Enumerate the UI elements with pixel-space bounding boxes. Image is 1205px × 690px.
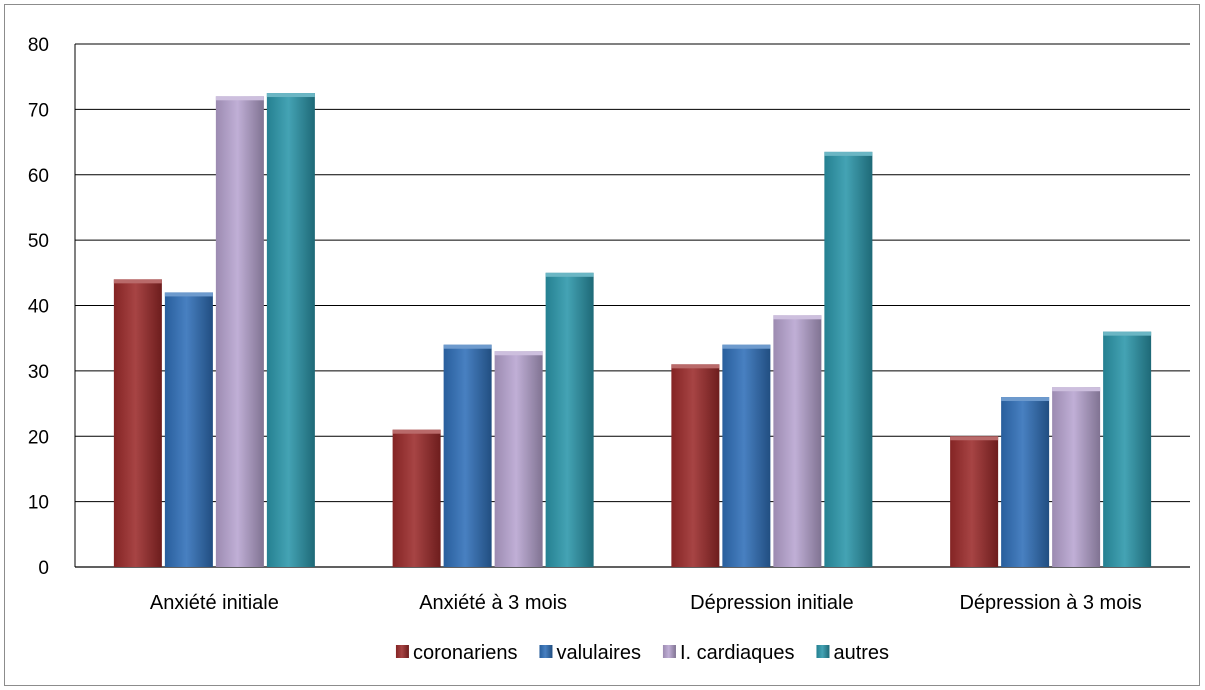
bar-top-highlight [113,279,162,284]
x-tick-label: Dépression à 3 mois [959,592,1141,614]
bar-autres-0 [266,93,315,567]
y-tick-label: 10 [28,493,49,514]
legend-label: valulaires [556,642,640,664]
bar-i-cardiaques-1 [494,351,543,567]
bar-autres-1 [545,272,594,567]
bar-coronariens-1 [392,429,441,567]
bar-i-cardiaques-0 [215,96,264,568]
bar-top-highlight [950,436,999,441]
bar-autres-3 [1103,331,1152,567]
legend-label: autres [833,642,889,664]
x-tick-label: Dépression initiale [690,592,853,614]
legend-item: I. cardiaques [662,642,795,664]
legend-label: I. cardiaques [680,642,795,664]
bar-valulaires-0 [164,292,213,567]
bar-valulaires-3 [1001,397,1050,567]
legend-item: coronariens [395,642,518,664]
legend-item: autres [816,642,889,664]
y-axis: 0 10 20 30 40 50 60 70 80 [28,35,76,579]
y-tick-label: 80 [28,35,49,56]
bar-coronariens-2 [671,364,720,567]
legend: coronariens valulaires I. cardiaques autres [395,642,889,664]
legend-swatch [539,645,553,658]
bar-valulaires-1 [443,344,492,567]
legend-swatch [395,645,409,658]
y-tick-label: 60 [28,166,49,187]
y-tick-label: 0 [38,558,49,579]
y-tick-label: 50 [28,231,49,252]
legend-swatch [816,645,830,658]
x-axis: Anxiété initiale Anxiété à 3 mois Dépressi… [150,592,1142,614]
y-tick-label: 70 [28,100,49,121]
legend-label: coronariens [413,642,518,664]
bar-top-highlight [1052,387,1101,392]
bar-top-highlight [1001,397,1050,402]
legend-swatch [662,645,676,658]
bar-top-highlight [164,292,213,297]
bar-top-highlight [773,315,822,320]
bar-valulaires-2 [722,344,771,567]
bar-autres-2 [824,151,873,567]
bar-top-highlight [545,272,594,277]
bar-top-highlight [1103,331,1152,336]
bar-coronariens-0 [113,279,162,567]
bars [113,93,1152,568]
bar-i-cardiaques-3 [1052,387,1101,567]
bar-top-highlight [392,429,441,434]
bar-top-highlight [266,93,315,98]
bar-top-highlight [722,344,771,349]
x-tick-label: Anxiété à 3 mois [419,592,567,614]
bar-top-highlight [215,96,264,101]
x-tick-label: Anxiété initiale [150,592,279,614]
y-tick-label: 20 [28,427,49,448]
bar-top-highlight [824,151,873,156]
bar-top-highlight [494,351,543,356]
bar-top-highlight [443,344,492,349]
bar-coronariens-3 [950,436,999,567]
y-tick-label: 30 [28,362,49,383]
y-tick-label: 40 [28,297,49,318]
legend-item: valulaires [539,642,641,664]
bar-top-highlight [671,364,720,369]
bar-i-cardiaques-2 [773,315,822,567]
